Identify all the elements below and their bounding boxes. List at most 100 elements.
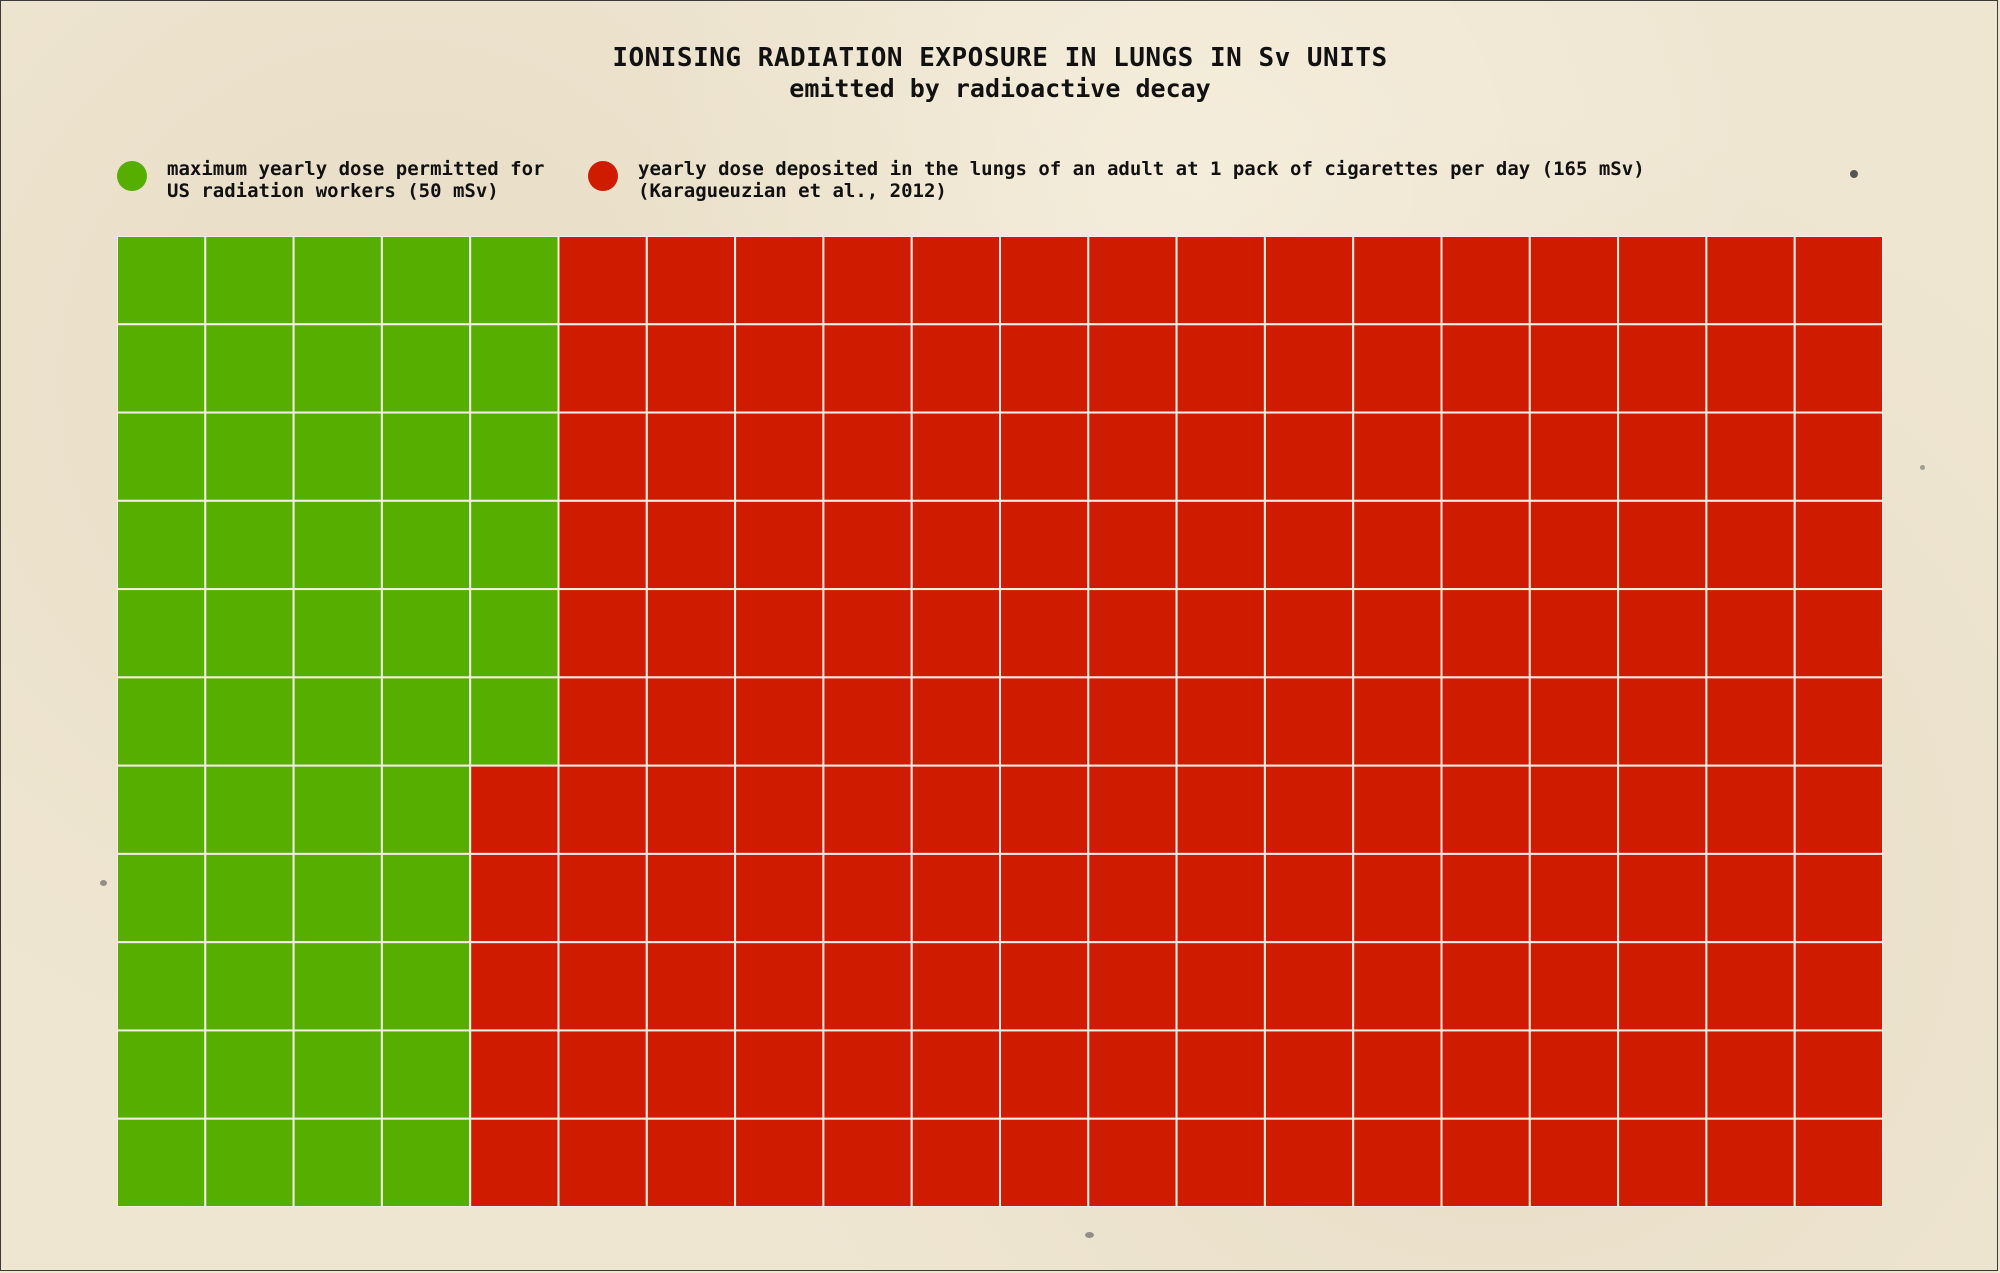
waffle-cell-workers bbox=[380, 764, 472, 855]
waffle-cell-cigarettes bbox=[1793, 236, 1883, 326]
legend-label-workers-line2: US radiation workers (50 mSv) bbox=[167, 180, 499, 202]
waffle-cell-workers bbox=[380, 499, 472, 591]
waffle-cell-cigarettes bbox=[1440, 941, 1531, 1032]
waffle-cell-cigarettes bbox=[1705, 941, 1796, 1032]
waffle-cell-workers bbox=[204, 499, 295, 591]
waffle-cell-workers bbox=[204, 411, 295, 502]
waffle-cell-cigarettes bbox=[1175, 411, 1266, 502]
waffle-cell-cigarettes bbox=[910, 411, 1002, 502]
waffle-cell-cigarettes bbox=[1793, 676, 1883, 767]
waffle-cell-cigarettes bbox=[822, 411, 913, 502]
waffle-cell-cigarettes bbox=[1440, 764, 1531, 855]
waffle-cell-cigarettes bbox=[910, 323, 1002, 414]
waffle-chart bbox=[117, 236, 1883, 1207]
waffle-cell-cigarettes bbox=[734, 1029, 825, 1120]
waffle-cell-workers bbox=[117, 676, 207, 767]
paper-speck bbox=[1085, 1232, 1094, 1238]
waffle-cell-cigarettes bbox=[1617, 588, 1708, 679]
waffle-cell-cigarettes bbox=[1528, 676, 1620, 767]
waffle-cell-cigarettes bbox=[1528, 764, 1620, 855]
waffle-cell-cigarettes bbox=[1087, 764, 1178, 855]
waffle-cell-cigarettes bbox=[469, 1117, 560, 1207]
waffle-cell-cigarettes bbox=[999, 764, 1090, 855]
waffle-cell-workers bbox=[117, 588, 207, 679]
waffle-cell-workers bbox=[117, 323, 207, 414]
waffle-cell-workers bbox=[292, 1117, 383, 1207]
waffle-cell-workers bbox=[204, 764, 295, 855]
waffle-cell-cigarettes bbox=[1440, 676, 1531, 767]
waffle-cell-workers bbox=[292, 852, 383, 944]
waffle-cell-cigarettes bbox=[557, 1029, 648, 1120]
waffle-cell-cigarettes bbox=[1528, 411, 1620, 502]
waffle-cell-workers bbox=[117, 499, 207, 591]
waffle-cell-cigarettes bbox=[822, 941, 913, 1032]
waffle-cell-cigarettes bbox=[999, 323, 1090, 414]
waffle-cell-cigarettes bbox=[469, 1029, 560, 1120]
waffle-cell-cigarettes bbox=[1440, 236, 1531, 326]
waffle-cell-cigarettes bbox=[1175, 588, 1266, 679]
waffle-cell-cigarettes bbox=[645, 941, 737, 1032]
waffle-cell-cigarettes bbox=[1440, 499, 1531, 591]
waffle-cell-cigarettes bbox=[1352, 852, 1443, 944]
waffle-cell-cigarettes bbox=[645, 411, 737, 502]
waffle-cell-cigarettes bbox=[1175, 499, 1266, 591]
waffle-cell-workers bbox=[292, 588, 383, 679]
waffle-cell-cigarettes bbox=[1440, 588, 1531, 679]
waffle-cell-cigarettes bbox=[734, 764, 825, 855]
waffle-cell-workers bbox=[292, 764, 383, 855]
waffle-cell-cigarettes bbox=[822, 852, 913, 944]
paper-speck bbox=[1920, 465, 1925, 470]
waffle-cell-cigarettes bbox=[734, 499, 825, 591]
waffle-cell-cigarettes bbox=[1175, 1029, 1266, 1120]
waffle-cell-cigarettes bbox=[1440, 1029, 1531, 1120]
paper-speck bbox=[100, 880, 107, 886]
waffle-cell-cigarettes bbox=[1263, 852, 1355, 944]
waffle-cell-cigarettes bbox=[1175, 764, 1266, 855]
waffle-cell-cigarettes bbox=[1087, 1029, 1178, 1120]
waffle-cell-cigarettes bbox=[1617, 499, 1708, 591]
waffle-cell-cigarettes bbox=[1617, 764, 1708, 855]
waffle-cell-workers bbox=[292, 411, 383, 502]
waffle-cell-cigarettes bbox=[557, 676, 648, 767]
waffle-cell-cigarettes bbox=[1087, 236, 1178, 326]
waffle-cell-cigarettes bbox=[1793, 323, 1883, 414]
waffle-cell-cigarettes bbox=[1793, 941, 1883, 1032]
waffle-cell-cigarettes bbox=[1087, 323, 1178, 414]
legend-label-cigarettes-line1: yearly dose deposited in the lungs of an… bbox=[638, 158, 1645, 180]
waffle-cell-cigarettes bbox=[1793, 1117, 1883, 1207]
waffle-cell-cigarettes bbox=[469, 852, 560, 944]
waffle-cell-cigarettes bbox=[1175, 236, 1266, 326]
waffle-cell-workers bbox=[469, 588, 560, 679]
waffle-cell-cigarettes bbox=[1175, 852, 1266, 944]
waffle-cell-cigarettes bbox=[1617, 323, 1708, 414]
waffle-cell-cigarettes bbox=[1528, 941, 1620, 1032]
waffle-cell-workers bbox=[117, 1117, 207, 1207]
waffle-cell-cigarettes bbox=[734, 852, 825, 944]
waffle-cell-cigarettes bbox=[1352, 676, 1443, 767]
waffle-cell-cigarettes bbox=[734, 941, 825, 1032]
waffle-cell-cigarettes bbox=[557, 852, 648, 944]
waffle-cell-cigarettes bbox=[1175, 941, 1266, 1032]
waffle-cell-workers bbox=[117, 852, 207, 944]
waffle-cell-cigarettes bbox=[822, 236, 913, 326]
waffle-cell-workers bbox=[380, 323, 472, 414]
waffle-cell-cigarettes bbox=[645, 588, 737, 679]
waffle-cell-workers bbox=[469, 411, 560, 502]
waffle-cell-cigarettes bbox=[999, 941, 1090, 1032]
waffle-cell-cigarettes bbox=[822, 676, 913, 767]
waffle-cell-cigarettes bbox=[1175, 1117, 1266, 1207]
waffle-cell-cigarettes bbox=[1617, 941, 1708, 1032]
waffle-cell-workers bbox=[204, 676, 295, 767]
waffle-cell-cigarettes bbox=[1705, 1029, 1796, 1120]
waffle-cell-cigarettes bbox=[1705, 323, 1796, 414]
waffle-cell-workers bbox=[380, 941, 472, 1032]
waffle-cell-cigarettes bbox=[1617, 852, 1708, 944]
waffle-cell-cigarettes bbox=[1617, 411, 1708, 502]
waffle-cell-cigarettes bbox=[1087, 852, 1178, 944]
waffle-cell-cigarettes bbox=[999, 1029, 1090, 1120]
legend-swatch-green bbox=[117, 161, 147, 191]
waffle-cell-workers bbox=[204, 1029, 295, 1120]
waffle-cell-cigarettes bbox=[557, 323, 648, 414]
waffle-cell-cigarettes bbox=[910, 941, 1002, 1032]
waffle-cell-cigarettes bbox=[999, 411, 1090, 502]
